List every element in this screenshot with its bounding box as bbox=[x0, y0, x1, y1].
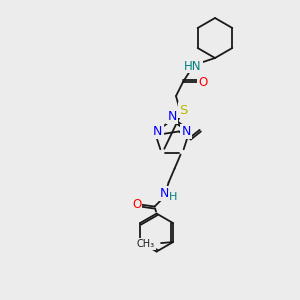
Text: CH₃: CH₃ bbox=[137, 239, 155, 249]
Text: HN: HN bbox=[184, 59, 202, 73]
Text: N: N bbox=[182, 125, 191, 138]
Text: O: O bbox=[198, 76, 208, 88]
Text: N: N bbox=[160, 187, 169, 200]
Text: S: S bbox=[179, 103, 187, 116]
Text: N: N bbox=[153, 125, 163, 138]
Text: O: O bbox=[132, 198, 141, 211]
Text: H: H bbox=[168, 192, 177, 202]
Text: N: N bbox=[167, 110, 177, 122]
